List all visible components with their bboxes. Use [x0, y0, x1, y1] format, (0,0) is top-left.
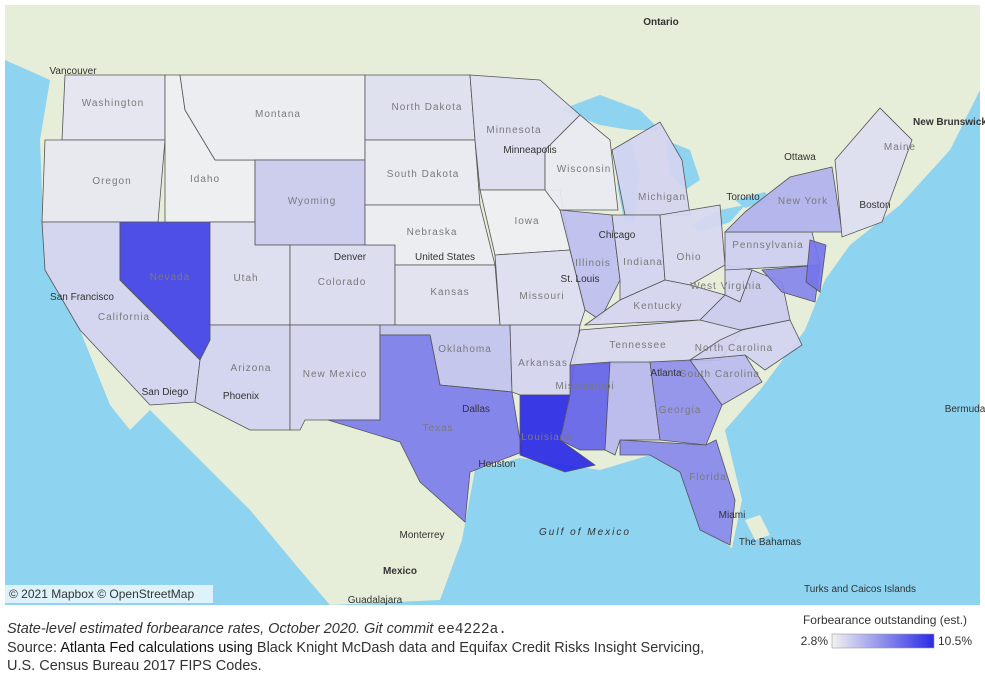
place-label: Toronto	[726, 192, 760, 203]
place-label: Minneapolis	[503, 145, 556, 156]
state	[327, 334, 523, 523]
caption: State-level estimated forbearance rates,…	[7, 620, 704, 675]
place-label: Monterrey	[399, 530, 444, 541]
state-label: South Carolina	[680, 369, 760, 380]
source-link[interactable]: Atlanta Fed calculations using	[60, 640, 253, 656]
state	[805, 239, 827, 293]
state-label: New York	[778, 196, 828, 207]
place-label: Ottawa	[784, 152, 816, 163]
state-label: Indiana	[623, 257, 663, 268]
place-label: Atlanta	[650, 368, 682, 379]
labels: Washington Oregon California Nevada Idaho Mon…	[49, 17, 985, 606]
legend-min: 2.8%	[801, 634, 829, 648]
state-label: Arizona	[231, 363, 272, 374]
place-label: Ontario	[643, 17, 679, 28]
state-label: North Carolina	[695, 343, 773, 354]
caption-text: Black Knight McDash data and Equifax Cre…	[256, 640, 705, 656]
place-label: Phoenix	[223, 391, 259, 402]
state	[619, 439, 736, 546]
state-label: Arkansas	[518, 358, 568, 369]
place-label: Gulf of Mexico	[539, 527, 631, 538]
state-label: Maine	[884, 142, 916, 153]
state	[544, 114, 619, 211]
state-label: Nebraska	[407, 227, 458, 238]
caption-line: State-level estimated forbearance rates,…	[7, 620, 704, 639]
state	[659, 204, 726, 286]
caption-line: Source: Atlanta Fed calculations using B…	[7, 639, 704, 657]
state-label: South Dakota	[387, 169, 460, 180]
state-label: Montana	[255, 109, 301, 120]
state-label: Georgia	[659, 405, 702, 416]
state-label: Illinois	[575, 258, 611, 269]
attribution-bg	[5, 585, 213, 603]
state-label: Utah	[233, 273, 258, 284]
state-label: Ohio	[676, 252, 701, 263]
bahamas	[745, 515, 770, 540]
place-label: United States	[415, 252, 475, 263]
state-label: Washington	[82, 98, 144, 109]
place-label: San Francisco	[50, 292, 114, 303]
state-label: Texas	[422, 423, 453, 434]
state	[761, 264, 821, 303]
lake	[735, 192, 770, 208]
state-label: Wisconsin	[557, 164, 612, 175]
state-label: Louisiana	[521, 432, 573, 443]
state-label: Colorado	[318, 277, 367, 288]
state-label: Pennsylvania	[732, 240, 803, 251]
state-label: Iowa	[514, 216, 539, 227]
legend-bar	[831, 633, 935, 649]
place-label: Mexico	[383, 566, 417, 577]
place-label: The Bahamas	[739, 537, 801, 548]
state-label: Idaho	[190, 174, 220, 185]
state-label: Minnesota	[486, 125, 541, 136]
caption-text: State-level estimated forbearance rates,…	[7, 621, 434, 637]
state	[611, 121, 691, 216]
state-label: Kentucky	[633, 301, 682, 312]
state-label: Oklahoma	[438, 344, 492, 355]
state-label: Florida	[689, 472, 727, 483]
place-label: St. Louis	[561, 274, 600, 285]
attribution: © 2021 Mapbox © OpenStreetMap	[9, 587, 194, 601]
state-label: Michigan	[638, 192, 686, 203]
state-label: West Virginia	[690, 281, 762, 292]
lake	[560, 95, 660, 130]
state	[724, 231, 821, 271]
place-label: Miami	[719, 510, 746, 521]
state	[494, 249, 586, 326]
place-label: New Brunswick	[913, 117, 985, 128]
state	[689, 319, 803, 371]
state-label: North Dakota	[392, 102, 463, 113]
state	[834, 107, 913, 238]
place-label: Chicago	[599, 230, 636, 241]
place-label: Boston	[859, 200, 890, 211]
state-label: Tennessee	[609, 340, 666, 351]
legend: Forbearance outstanding (est.) 2.8% 10.5…	[801, 613, 972, 649]
place-label: Bermuda	[945, 404, 985, 415]
caption-line: U.S. Census Bureau 2017 FIPS Codes.	[7, 658, 262, 674]
legend-title: Forbearance outstanding (est.)	[803, 613, 967, 627]
state-label: Nevada	[150, 272, 190, 283]
state	[649, 359, 723, 446]
place-label: Denver	[334, 252, 367, 263]
state-label: Mississippi	[555, 381, 614, 392]
place-label: Dallas	[462, 404, 490, 415]
state-label: New Mexico	[303, 369, 367, 380]
place-label: Houston	[478, 459, 515, 470]
states	[41, 74, 913, 546]
place-label: Guadalajara	[348, 595, 403, 606]
state-label: California	[98, 312, 150, 323]
map: Washington Oregon California Nevada Idaho Mon…	[5, 5, 985, 606]
state-label: Missouri	[519, 291, 564, 302]
place-label: Vancouver	[49, 66, 97, 77]
state-label: Wyoming	[288, 196, 337, 207]
commit: ee4222a.	[437, 622, 507, 638]
place-label: Turks and Caicos Islands	[804, 584, 916, 595]
state-label: Kansas	[430, 287, 469, 298]
legend-max: 10.5%	[938, 634, 972, 648]
state-label: Oregon	[92, 176, 131, 187]
place-label: San Diego	[142, 387, 189, 398]
caption-text: Source:	[7, 640, 57, 656]
